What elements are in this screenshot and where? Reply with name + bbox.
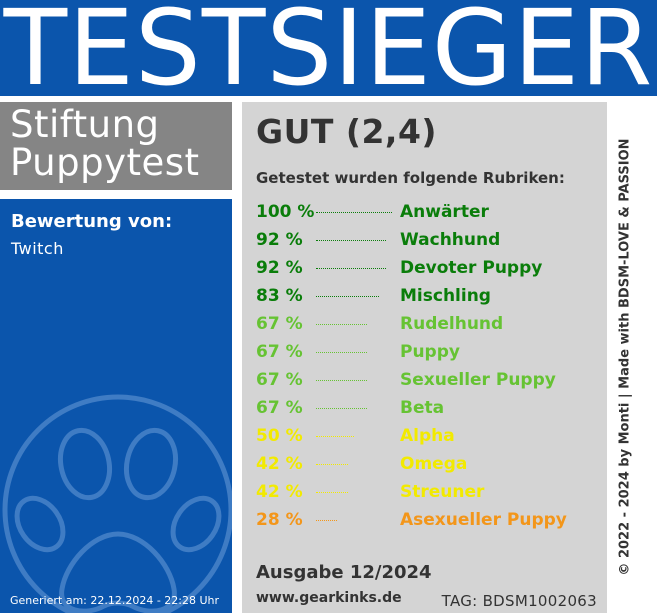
category-percent: 100 % — [256, 202, 315, 222]
category-leader — [316, 520, 337, 521]
category-leader — [316, 296, 379, 297]
category-name: Alpha — [400, 426, 455, 446]
category-name: Devoter Puppy — [400, 258, 543, 278]
category-name: Beta — [400, 398, 445, 418]
category-leader — [316, 464, 348, 465]
testsieger-banner: TESTSIEGER — [0, 0, 657, 96]
side-copyright: © 2022 - 2024 by Monti | Made with BDSM-… — [614, 102, 636, 613]
category-name: Puppy — [400, 342, 460, 362]
categories-intro: Getestet wurden folgende Rubriken: — [256, 169, 565, 187]
generated-timestamp: Generiert am: 22.12.2024 - 22:28 Uhr — [10, 594, 220, 607]
category-name: Sexueller Puppy — [400, 370, 556, 390]
brand-logo-box: Stiftung Puppytest — [0, 102, 232, 190]
category-name: Streuner — [400, 482, 485, 502]
category-row: 50 % Alpha — [242, 422, 607, 450]
category-row: 42 % Streuner — [242, 478, 607, 506]
category-percent: 67 % — [256, 342, 303, 362]
category-leader — [316, 240, 386, 241]
category-percent: 92 % — [256, 230, 303, 250]
category-percent: 28 % — [256, 510, 303, 530]
category-leader — [316, 352, 367, 353]
category-row: 92 % Wachhund — [242, 226, 607, 254]
tag-id: TAG: BDSM1002063 — [441, 592, 597, 610]
rating-panel: Bewertung von: Twitch Generiert am: 22.1… — [0, 199, 232, 613]
category-percent: 50 % — [256, 426, 303, 446]
category-name: Mischling — [400, 286, 491, 306]
copyright-text: © 2022 - 2024 by Monti | Made with BDSM-… — [617, 138, 633, 576]
category-leader — [316, 268, 386, 269]
category-row: 100 % Anwärter — [242, 198, 607, 226]
category-name: Anwärter — [400, 202, 489, 222]
brand-line-2: Puppytest — [10, 141, 200, 184]
category-name: Omega — [400, 454, 468, 474]
category-row: 92 % Devoter Puppy — [242, 254, 607, 282]
paw-print-icon — [2, 394, 232, 613]
category-percent: 67 % — [256, 370, 303, 390]
category-leader — [316, 324, 367, 325]
brand-line-1: Stiftung — [10, 103, 160, 146]
category-row: 67 % Puppy — [242, 338, 607, 366]
category-leader — [316, 408, 367, 409]
result-panel: GUT (2,4) Getestet wurden folgende Rubri… — [242, 102, 607, 613]
website-link[interactable]: www.gearkinks.de — [256, 590, 402, 606]
banner-title: TESTSIEGER — [3, 0, 654, 96]
category-percent: 42 % — [256, 454, 303, 474]
category-leader — [316, 380, 367, 381]
category-percent: 67 % — [256, 398, 303, 418]
category-leader — [316, 492, 348, 493]
category-row: 67 % Rudelhund — [242, 310, 607, 338]
category-row: 42 % Omega — [242, 450, 607, 478]
rated-by-value: Twitch — [11, 239, 64, 258]
category-leader — [316, 436, 354, 437]
category-row: 67 % Sexueller Puppy — [242, 366, 607, 394]
category-leader — [316, 212, 392, 213]
rated-by-label: Bewertung von: — [11, 211, 173, 232]
category-list: 100 % Anwärter 92 % Wachhund 92 % Devoter Pup… — [242, 198, 607, 534]
category-row: 83 % Mischling — [242, 282, 607, 310]
category-name: Wachhund — [400, 230, 501, 250]
category-percent: 83 % — [256, 286, 303, 306]
issue-label: Ausgabe 12/2024 — [256, 562, 432, 583]
category-row: 28 % Asexueller Puppy — [242, 506, 607, 534]
category-percent: 67 % — [256, 314, 303, 334]
category-percent: 42 % — [256, 482, 303, 502]
overall-grade: GUT (2,4) — [256, 112, 438, 151]
category-name: Asexueller Puppy — [400, 510, 567, 530]
category-percent: 92 % — [256, 258, 303, 278]
category-row: 67 % Beta — [242, 394, 607, 422]
category-name: Rudelhund — [400, 314, 504, 334]
